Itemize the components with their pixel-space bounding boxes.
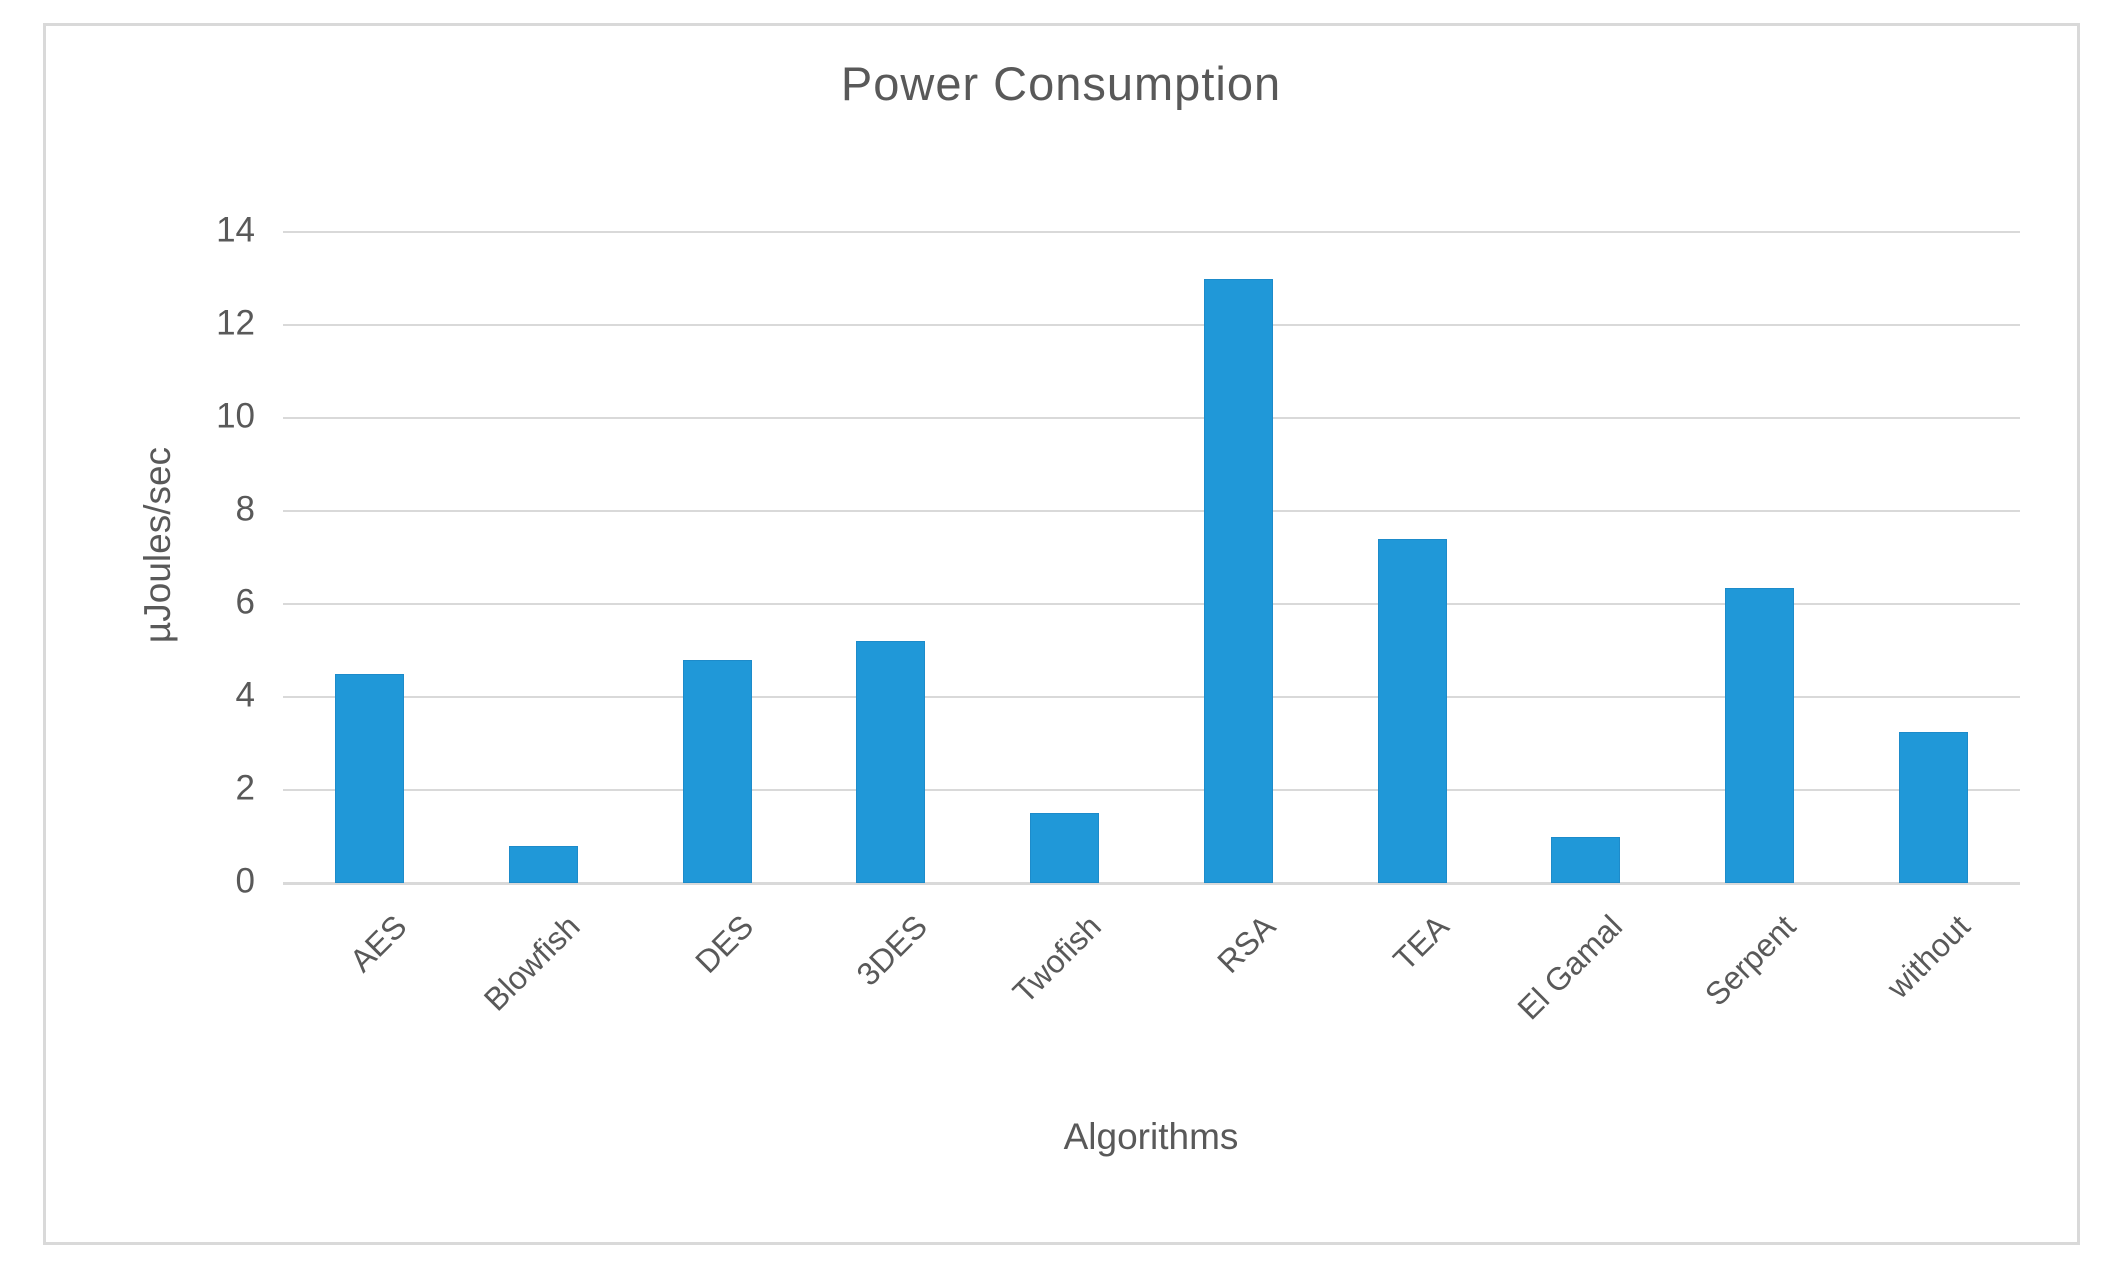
bar-aes (335, 673, 405, 883)
y-tick-label: 14 (216, 210, 255, 250)
x-axis-line (283, 882, 2020, 885)
bar-serpent (1724, 587, 1794, 883)
bar-blowfish (509, 845, 579, 883)
bar-3des (856, 641, 926, 883)
gridline (283, 696, 2020, 698)
bar-des (682, 659, 752, 883)
y-tick-label: 4 (235, 675, 255, 715)
bar-tea (1377, 538, 1447, 883)
chart-title: Power Consumption (840, 57, 1282, 110)
y-tick-label: 12 (216, 303, 255, 343)
bar-rsa (1203, 278, 1273, 883)
y-tick-label: 0 (235, 861, 255, 901)
y-tick-label: 2 (235, 768, 255, 808)
gridline (283, 231, 2020, 233)
gridline (283, 789, 2020, 791)
bar-el-gamal (1551, 836, 1621, 883)
gridline (283, 417, 2020, 419)
gridline (283, 324, 2020, 326)
gridline (283, 603, 2020, 605)
plot-area (283, 231, 2020, 885)
bar-without (1898, 731, 1968, 883)
y-tick-label: 6 (235, 582, 255, 622)
bar-twofish (1030, 813, 1100, 883)
y-tick-label: 8 (235, 489, 255, 529)
x-axis-title: Algorithms (1063, 1116, 1239, 1157)
y-tick-label: 10 (216, 396, 255, 436)
gridline (283, 510, 2020, 512)
